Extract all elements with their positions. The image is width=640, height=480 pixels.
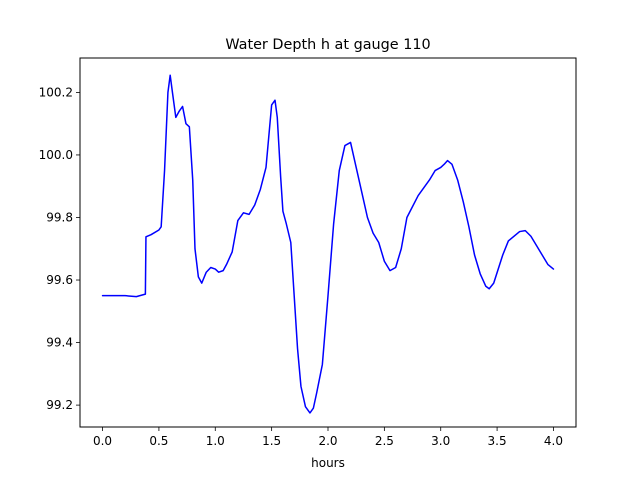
x-tick-label: 0.0 [93,434,112,448]
x-axis-label: hours [311,456,345,470]
y-tick-label: 99.2 [46,398,73,412]
x-tick-label: 4.0 [544,434,563,448]
y-tick-label: 99.8 [46,210,73,224]
y-tick-label: 100.2 [39,85,73,99]
chart-title: Water Depth h at gauge 110 [225,37,430,53]
x-tick-label: 2.0 [318,434,337,448]
x-tick-label: 3.0 [431,434,450,448]
y-tick-label: 99.4 [46,336,73,350]
y-tick-label: 99.6 [46,273,73,287]
y-tick-label: 100.0 [39,148,73,162]
plot-area [101,74,555,414]
x-tick-label: 1.0 [206,434,225,448]
x-tick-label: 2.5 [375,434,394,448]
x-axis: 0.0 0.5 1.0 1.5 2.0 2.5 3.0 3.5 4.0 [93,427,563,448]
x-tick-label: 0.5 [149,434,168,448]
x-tick-label: 1.5 [262,434,281,448]
y-axis: 99.2 99.4 99.6 99.8 100.0 100.2 [39,85,80,412]
x-tick-label: 3.5 [488,434,507,448]
series-line-0 [101,74,555,414]
